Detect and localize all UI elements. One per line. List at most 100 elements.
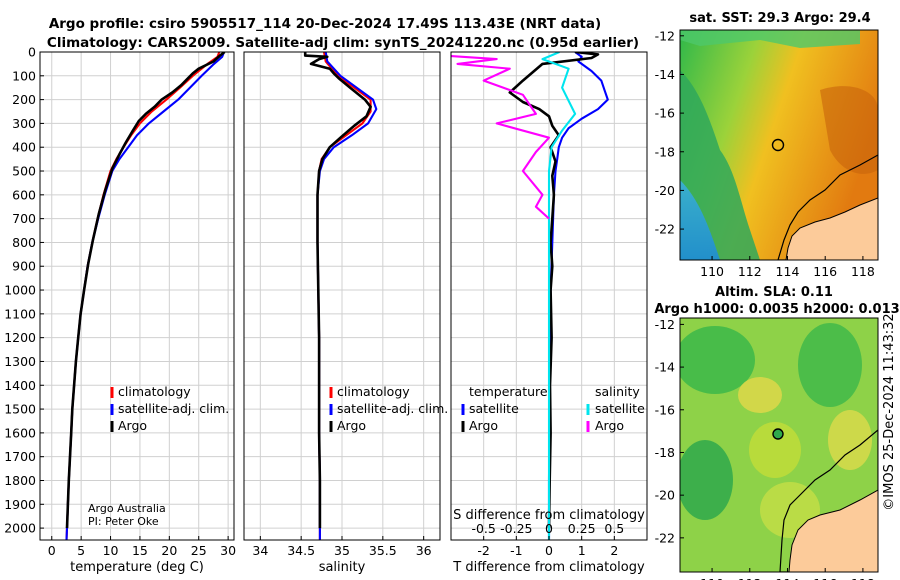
map-xtick-label: 116 (813, 576, 837, 580)
ytick-label: 1100 (4, 306, 36, 321)
salinity-panel: 34 34.5 35 35.5 36 (243, 51, 441, 558)
xtick-label: -2 (477, 543, 489, 558)
series-line-argo (303, 52, 372, 529)
sla-map-image (680, 318, 878, 572)
difference-panel: -2 -1 0 1 2 -0.5 -0.25 0 0.25 0.5 (450, 51, 648, 558)
series-line-s-satellite (541, 52, 577, 540)
series-line-s-argo (451, 54, 551, 220)
ytick-label: 1900 (4, 497, 36, 512)
series-line-t-argo (508, 52, 600, 529)
credit-line-2: PI: Peter Oke (88, 515, 159, 528)
sst-map-ticks: 110 112 114 116 118 -12 -14 -16 -18 -20 -22 (655, 28, 875, 279)
sst-shelf-contour (777, 154, 878, 260)
map-ytick-label: -18 (655, 445, 675, 460)
sst-map-frame (679, 29, 879, 261)
legend-argo: Argo (337, 418, 366, 433)
legend-climatology: climatology (337, 384, 410, 399)
ytick-label: 0 (28, 45, 36, 60)
map-ytick-label: -22 (655, 222, 675, 237)
difference-legend: temperature satellite Argo salinity sate… (461, 384, 645, 433)
series-line-argo (65, 52, 226, 529)
ytick-label: 100 (12, 68, 36, 83)
map-xtick-label: 110 (700, 264, 724, 279)
sst-land (785, 197, 878, 260)
series-line-climatology (316, 52, 372, 540)
map-xtick-label: 114 (776, 264, 800, 279)
series-group (451, 52, 609, 540)
ytick-label: 1500 (4, 402, 36, 417)
map-ytick-label: -20 (655, 183, 675, 198)
ytick-label: 1300 (4, 354, 36, 369)
sla-high-north (738, 377, 782, 413)
map-xtick-label: 114 (776, 576, 800, 580)
map-xtick-label: 112 (738, 576, 762, 580)
title-line-1: Argo profile: csiro 5905517_114 20-Dec-2… (49, 16, 601, 32)
ytick-label: 2000 (4, 521, 36, 536)
xtick-label: 1 (578, 543, 586, 558)
xtick-label-salinity: -0.25 (500, 521, 532, 536)
xtick-label: 10 (103, 543, 119, 558)
legend-satellite: satellite-adj. clim. (118, 401, 229, 416)
map-ytick-label: -18 (655, 144, 675, 159)
ytick-label: 200 (12, 92, 36, 107)
map-ytick-label: -14 (655, 360, 675, 375)
sla-low-west (680, 440, 733, 520)
series-group (303, 52, 378, 540)
ytick-label: 300 (12, 116, 36, 131)
series-line-satellite-adj-clim- (65, 52, 225, 540)
map-ytick-label: -14 (655, 67, 675, 82)
xtick-label: 15 (132, 543, 148, 558)
ytick-label: 900 (12, 259, 36, 274)
ytick-label: 600 (12, 187, 36, 202)
sst-argo-marker (771, 138, 785, 152)
sla-high-centre (749, 422, 801, 478)
xtick-label-salinity: 0.25 (568, 521, 596, 536)
salinity-xlabel: salinity (319, 560, 366, 575)
ytick-label: 1000 (4, 283, 36, 298)
map-ytick-label: -12 (655, 317, 675, 332)
legend-title-temperature: temperature (469, 384, 548, 399)
ytick-label: 1200 (4, 330, 36, 345)
xtick-label: 35.5 (369, 543, 397, 558)
difference-xlabel: T difference from climatology (452, 560, 645, 575)
xtick-label: -1 (510, 543, 522, 558)
temperature-xlabel: temperature (deg C) (70, 560, 204, 575)
xtick-label: 34 (252, 543, 268, 558)
series-line-satellite-adj-clim- (316, 52, 378, 540)
legend-title-salinity: salinity (595, 384, 640, 399)
ytick-label: 800 (12, 235, 36, 250)
sst-map-image (680, 30, 878, 260)
series-line-climatology (65, 52, 221, 540)
xtick-label-salinity: -0.5 (471, 521, 495, 536)
sla-land (788, 489, 878, 572)
series-line-t-satellite (547, 52, 609, 540)
xtick-label: 34.5 (287, 543, 315, 558)
ytick-label: 1400 (4, 378, 36, 393)
sla-low-north (680, 326, 755, 394)
xtick-label-salinity: 0 (545, 521, 553, 536)
legend-t-satellite: satellite (469, 401, 519, 416)
legend-t-argo: Argo (469, 418, 498, 433)
sst-warm-core (820, 86, 878, 174)
sla-shelf-contour (779, 429, 878, 572)
sla-map-title-1: Altim. SLA: 0.11 (715, 285, 833, 300)
map-ytick-label: -16 (655, 106, 675, 121)
sla-high-east (828, 410, 872, 470)
legend-satellite: satellite-adj. clim. (337, 401, 448, 416)
credit-line-1: Argo Australia (88, 502, 166, 515)
sla-argo-marker (772, 428, 784, 440)
xtick-label: 36 (416, 543, 432, 558)
temperature-panel: 0 5 10 15 20 25 300100200300400500600700800900… (4, 45, 236, 559)
legend-s-argo: Argo (595, 418, 624, 433)
xtick-label: 0 (545, 543, 553, 558)
ytick-label: 700 (12, 211, 36, 226)
xtick-label: 2 (610, 543, 618, 558)
sst-north-band (680, 30, 860, 48)
temperature-legend: climatology satellite-adj. clim. Argo (110, 384, 229, 433)
map-xtick-label: 110 (700, 576, 724, 580)
legend-argo: Argo (118, 418, 147, 433)
sla-low-northeast (798, 323, 862, 407)
sst-map-title: sat. SST: 29.3 Argo: 29.4 (689, 11, 870, 26)
legend-s-satellite: satellite (595, 401, 645, 416)
ytick-label: 1800 (4, 473, 36, 488)
